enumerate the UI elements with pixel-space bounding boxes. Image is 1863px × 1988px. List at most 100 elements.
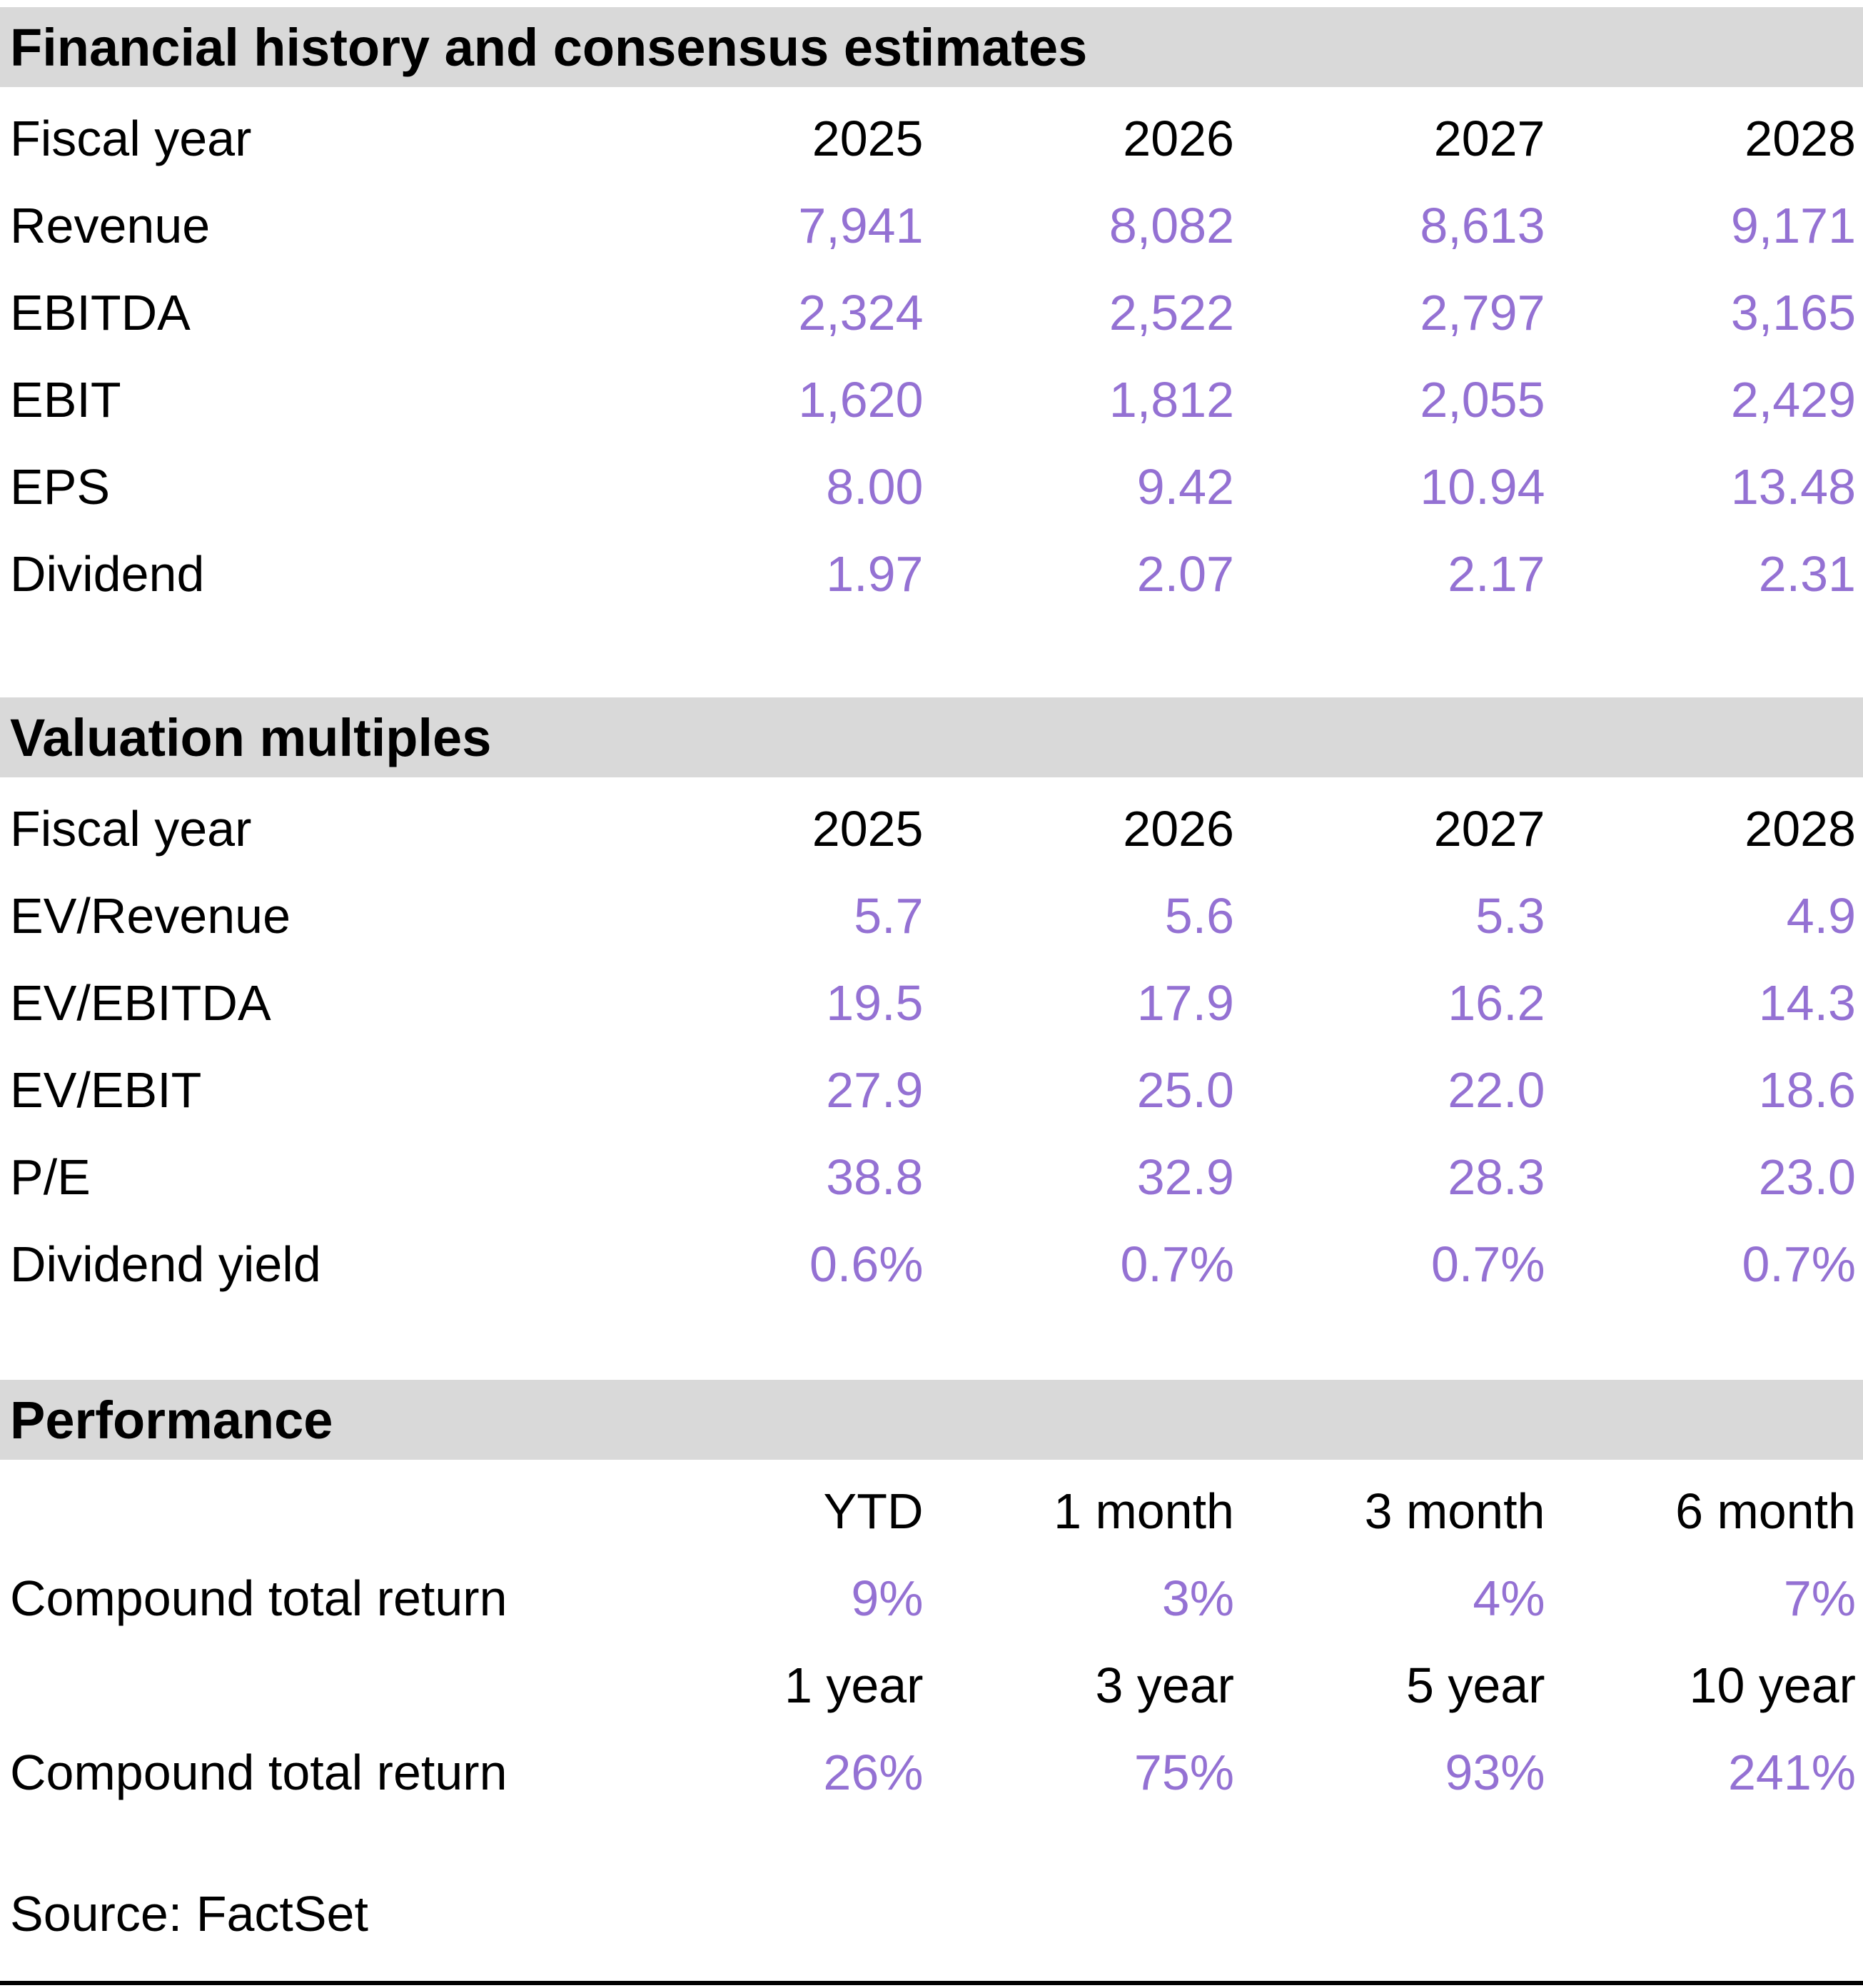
cell-value: 0.7%: [1552, 1236, 1863, 1293]
column-header-1-year: 1 year: [620, 1657, 931, 1714]
table-row-ebitda: EBITDA 2,324 2,522 2,797 3,165: [0, 269, 1863, 356]
section-title-financial-history: Financial history and consensus estimate…: [0, 7, 1863, 87]
row-label: Compound total return: [0, 1570, 620, 1627]
table-row-revenue: Revenue 7,941 8,082 8,613 9,171: [0, 182, 1863, 269]
table-row-ev-ebitda: EV/EBITDA 19.5 17.9 16.2 14.3: [0, 959, 1863, 1046]
cell-value: 75%: [931, 1744, 1242, 1801]
cell-value: 0.6%: [620, 1236, 931, 1293]
cell-value: 27.9: [620, 1061, 931, 1119]
fiscal-year-label: Fiscal year: [0, 800, 620, 857]
table-row-eps: EPS 8.00 9.42 10.94 13.48: [0, 443, 1863, 530]
column-header-2026: 2026: [931, 110, 1242, 167]
cell-value: 8,082: [931, 197, 1242, 254]
table-row-compound-total-return-long: Compound total return 26% 75% 93% 241%: [0, 1729, 1863, 1816]
cell-value: 2.07: [931, 545, 1242, 602]
financial-history-table: Fiscal year 2025 2026 2027 2028 Revenue …: [0, 95, 1863, 617]
cell-value: 2,429: [1552, 371, 1863, 428]
cell-value: 18.6: [1552, 1061, 1863, 1119]
cell-value: 2,055: [1241, 371, 1552, 428]
column-header-2025: 2025: [620, 110, 931, 167]
cell-value: 19.5: [620, 974, 931, 1031]
cell-value: 241%: [1552, 1744, 1863, 1801]
column-header-2028: 2028: [1552, 110, 1863, 167]
cell-value: 10.94: [1241, 458, 1552, 515]
cell-value: 1,812: [931, 371, 1242, 428]
performance-table: YTD 1 month 3 month 6 month Compound tot…: [0, 1468, 1863, 1816]
cell-value: 13.48: [1552, 458, 1863, 515]
row-label: EBIT: [0, 371, 620, 428]
cell-value: 23.0: [1552, 1149, 1863, 1206]
financial-summary-page: Financial history and consensus estimate…: [0, 7, 1863, 1988]
row-label: P/E: [0, 1149, 620, 1206]
cell-value: 25.0: [931, 1061, 1242, 1119]
cell-value: 1.97: [620, 545, 931, 602]
row-label: Revenue: [0, 197, 620, 254]
valuation-multiples-table: Fiscal year 2025 2026 2027 2028 EV/Reven…: [0, 785, 1863, 1308]
performance-header-row-short-term: YTD 1 month 3 month 6 month: [0, 1468, 1863, 1555]
cell-value: 2,522: [931, 284, 1242, 341]
cell-value: 93%: [1241, 1744, 1552, 1801]
table-row-dividend-yield: Dividend yield 0.6% 0.7% 0.7% 0.7%: [0, 1221, 1863, 1308]
column-header-6-month: 6 month: [1552, 1483, 1863, 1540]
cell-value: 8.00: [620, 458, 931, 515]
column-header-2028: 2028: [1552, 800, 1863, 857]
row-label: EV/EBITDA: [0, 974, 620, 1031]
performance-header-row-long-term: 1 year 3 year 5 year 10 year: [0, 1642, 1863, 1729]
table-row-ebit: EBIT 1,620 1,812 2,055 2,429: [0, 356, 1863, 443]
row-label: Compound total return: [0, 1744, 620, 1801]
cell-value: 1,620: [620, 371, 931, 428]
table-row-ev-ebit: EV/EBIT 27.9 25.0 22.0 18.6: [0, 1046, 1863, 1134]
column-header-2025: 2025: [620, 800, 931, 857]
cell-value: 5.3: [1241, 887, 1552, 944]
column-header-2027: 2027: [1241, 800, 1552, 857]
fiscal-year-label: Fiscal year: [0, 110, 620, 167]
cell-value: 2,797: [1241, 284, 1552, 341]
section-title-performance: Performance: [0, 1380, 1863, 1460]
cell-value: 7,941: [620, 197, 931, 254]
column-header-10-year: 10 year: [1552, 1657, 1863, 1714]
cell-value: 38.8: [620, 1149, 931, 1206]
cell-value: 4%: [1241, 1570, 1552, 1627]
column-header-2026: 2026: [931, 800, 1242, 857]
table-header-row: Fiscal year 2025 2026 2027 2028: [0, 785, 1863, 872]
cell-value: 28.3: [1241, 1149, 1552, 1206]
cell-value: 2.31: [1552, 545, 1863, 602]
column-header-2027: 2027: [1241, 110, 1552, 167]
cell-value: 9,171: [1552, 197, 1863, 254]
cell-value: 32.9: [931, 1149, 1242, 1206]
row-label: EV/EBIT: [0, 1061, 620, 1119]
table-row-ev-revenue: EV/Revenue 5.7 5.6 5.3 4.9: [0, 872, 1863, 959]
cell-value: 5.7: [620, 887, 931, 944]
cell-value: 9.42: [931, 458, 1242, 515]
table-header-row: Fiscal year 2025 2026 2027 2028: [0, 95, 1863, 182]
cell-value: 5.6: [931, 887, 1242, 944]
row-label: Dividend: [0, 545, 620, 602]
cell-value: 26%: [620, 1744, 931, 1801]
cell-value: 3%: [931, 1570, 1242, 1627]
row-label: EV/Revenue: [0, 887, 620, 944]
table-row-compound-total-return-short: Compound total return 9% 3% 4% 7%: [0, 1555, 1863, 1642]
cell-value: 17.9: [931, 974, 1242, 1031]
column-header-5-year: 5 year: [1241, 1657, 1552, 1714]
cell-value: 3,165: [1552, 284, 1863, 341]
cell-value: 0.7%: [931, 1236, 1242, 1293]
cell-value: 22.0: [1241, 1061, 1552, 1119]
cell-value: 8,613: [1241, 197, 1552, 254]
cell-value: 9%: [620, 1570, 931, 1627]
column-header-1-month: 1 month: [931, 1483, 1242, 1540]
cell-value: 16.2: [1241, 974, 1552, 1031]
column-header-3-year: 3 year: [931, 1657, 1242, 1714]
cell-value: 14.3: [1552, 974, 1863, 1031]
table-row-dividend: Dividend 1.97 2.07 2.17 2.31: [0, 530, 1863, 617]
section-title-valuation-multiples: Valuation multiples: [0, 697, 1863, 777]
row-label: EPS: [0, 458, 620, 515]
cell-value: 2.17: [1241, 545, 1552, 602]
cell-value: 0.7%: [1241, 1236, 1552, 1293]
cell-value: 2,324: [620, 284, 931, 341]
row-label: EBITDA: [0, 284, 620, 341]
table-row-pe: P/E 38.8 32.9 28.3 23.0: [0, 1134, 1863, 1221]
source-attribution: Source: FactSet: [0, 1870, 1863, 1957]
row-label: Dividend yield: [0, 1236, 620, 1293]
column-header-3-month: 3 month: [1241, 1483, 1552, 1540]
cell-value: 7%: [1552, 1570, 1863, 1627]
